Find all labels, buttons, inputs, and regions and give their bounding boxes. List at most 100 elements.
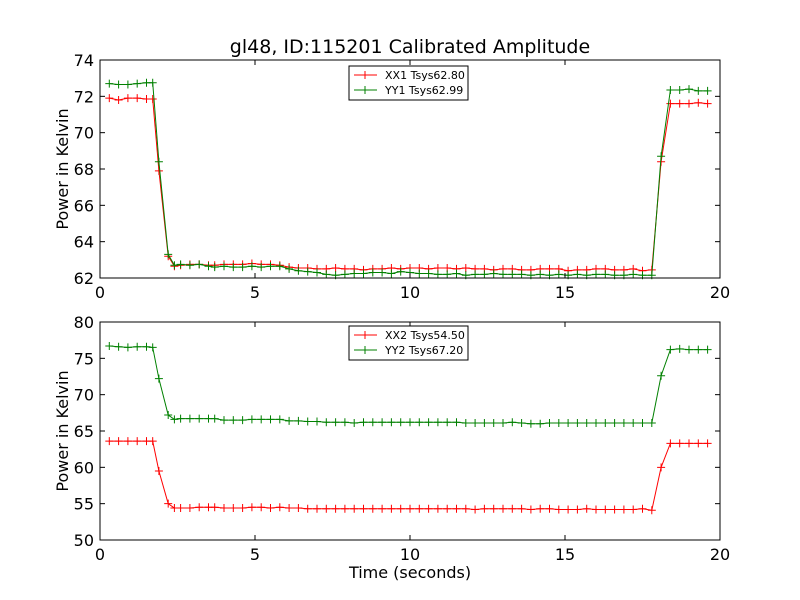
chart-2-series-2-point xyxy=(619,419,628,428)
chart-2-series-2-point xyxy=(359,418,368,427)
chart-2-series-2-point xyxy=(526,419,535,428)
chart-1-series-2-point xyxy=(592,270,600,279)
chart-1-series-2-point xyxy=(114,80,123,89)
chart-1-xtick-label: 15 xyxy=(555,283,575,302)
chart-2-series-1-point xyxy=(195,503,204,512)
chart-2-series-2-point xyxy=(303,417,312,426)
chart-2-series-1-point xyxy=(685,439,693,448)
chart-2-series-1-point xyxy=(582,504,591,513)
chart-1-series-2-point xyxy=(148,78,157,87)
chart-2-series-2-point xyxy=(564,419,573,428)
chart-2-series-2-point xyxy=(148,343,157,352)
chart-2-xtick-label: 10 xyxy=(400,545,420,564)
chart-2-series-2-point xyxy=(350,419,359,428)
chart-2-series-2-point xyxy=(433,418,442,427)
chart-2-series-1-point xyxy=(133,437,142,446)
chart-2-series-1-point xyxy=(285,504,294,513)
chart-2-series-1-point xyxy=(424,504,433,513)
chart-1-series-1-point xyxy=(123,94,132,103)
chart-2-series-1-point xyxy=(114,437,123,446)
chart-1-xtick-label: 10 xyxy=(400,283,420,302)
chart-2-series-1-point xyxy=(275,503,284,512)
chart-2-series-1-point xyxy=(378,504,387,513)
chart-1-series-2-point xyxy=(294,266,303,275)
chart-1-series-2-point xyxy=(433,270,442,279)
chart-2-series-2-point xyxy=(294,416,303,425)
chart-2-series-2-point xyxy=(638,419,647,428)
chart-1-series-2-point xyxy=(359,269,368,278)
chart-2-series-2-point xyxy=(210,414,219,423)
chart-1-series-2-point xyxy=(517,270,526,279)
chart-1-series-2-point xyxy=(285,264,294,273)
chart-2-series-2-point xyxy=(313,417,321,426)
chart-2-series-2-point xyxy=(461,419,470,428)
chart-2-series-1-point xyxy=(703,439,712,448)
chart-2-ytick-label: 65 xyxy=(74,422,94,441)
chart-1-series-2-point xyxy=(573,270,582,279)
chart-2-series-1-point xyxy=(164,499,173,508)
chart-1-series-2-point xyxy=(554,270,563,279)
chart-2-series-2-point xyxy=(154,374,163,383)
chart-2-series-2-point xyxy=(545,419,554,428)
chart-2-series-2-point xyxy=(266,415,275,424)
chart-2-series-1-point xyxy=(238,504,247,513)
chart-2-series-2-point xyxy=(610,419,619,428)
chart-1-series-1-point xyxy=(154,166,163,175)
chart-2-series-2-point xyxy=(666,345,675,354)
chart-1-series-1-point xyxy=(703,99,712,108)
chart-2-series-2-point xyxy=(195,414,204,423)
chart-2-series-1-point xyxy=(294,504,303,513)
chart-1-series-2-point xyxy=(657,152,666,161)
chart-2-xtick-label: 5 xyxy=(250,545,260,564)
chart-1-series-2-point xyxy=(396,267,405,276)
chart-1-legend-label-2: YY1 Tsys62.99 xyxy=(384,84,463,97)
chart-2-series-1-point xyxy=(657,463,666,472)
chart-2-series-1-point xyxy=(592,505,600,514)
chart-2-ytick-label: 75 xyxy=(74,349,94,368)
chart-1-series-1-point xyxy=(331,264,340,273)
chart-2-series-2-point xyxy=(675,344,684,353)
chart-1-series-2-point xyxy=(443,270,452,279)
chart-2-series-2-point xyxy=(471,419,480,428)
chart-2-series-2-point xyxy=(582,419,591,428)
chart-2-series-2-point xyxy=(629,419,638,428)
chart-2-series-1-point xyxy=(415,504,424,513)
chart-1-series-1-point xyxy=(114,95,123,104)
chart-2-ytick-label: 50 xyxy=(74,531,94,550)
chart-1-series-2-point xyxy=(247,262,256,271)
chart-2-series-2-point xyxy=(257,415,266,424)
chart-2-series-1-point xyxy=(694,439,703,448)
chart-1-series-2-point xyxy=(164,250,173,259)
chart-2-series-1-point xyxy=(489,504,498,513)
chart-2-ytick-label: 70 xyxy=(74,386,94,405)
chart-2-series-2-point xyxy=(220,416,228,425)
chart-2-ytick-label: 60 xyxy=(74,458,94,477)
chart-1-series-2-point xyxy=(275,262,284,271)
chart-2-series-1-point xyxy=(257,503,266,512)
chart-1-series-2-point xyxy=(350,269,359,278)
chart-2-ylabel: Power in Kelvin xyxy=(53,370,72,491)
chart-2-series-2-point xyxy=(133,342,142,351)
chart-1-ytick-label: 64 xyxy=(74,233,94,252)
chart-2-series-1-point xyxy=(610,505,619,514)
chart-1-series-2-point xyxy=(176,260,185,269)
chart-2-series-1-point xyxy=(266,504,275,513)
chart-1-series-2-point xyxy=(489,269,498,278)
chart-1-series-2-point xyxy=(387,269,396,278)
chart-1-series-2-point xyxy=(185,261,194,270)
chart-2-series-1-point xyxy=(105,437,114,446)
chart-2-series-1-point xyxy=(396,504,405,513)
chart-2-series-2-point xyxy=(164,411,173,420)
chart-2-series-2-point xyxy=(285,416,294,425)
chart-1-ytick-label: 74 xyxy=(74,51,94,70)
chart-2-series-2-point xyxy=(247,415,256,424)
chart-panel-1: gl48, ID:115201 Calibrated Amplitude Pow… xyxy=(53,36,730,302)
chart-1-series-2-point xyxy=(220,262,228,271)
chart-1-series-2-point xyxy=(105,79,114,88)
chart-2-xlabel: Time (seconds) xyxy=(348,563,471,582)
chart-2-series-2-point xyxy=(452,418,461,427)
chart-1-series-2-point xyxy=(499,270,507,279)
chart-2-series-1-point xyxy=(247,503,256,512)
chart-2-series-2-point xyxy=(387,418,396,427)
chart-2-series-2-point xyxy=(601,419,610,428)
